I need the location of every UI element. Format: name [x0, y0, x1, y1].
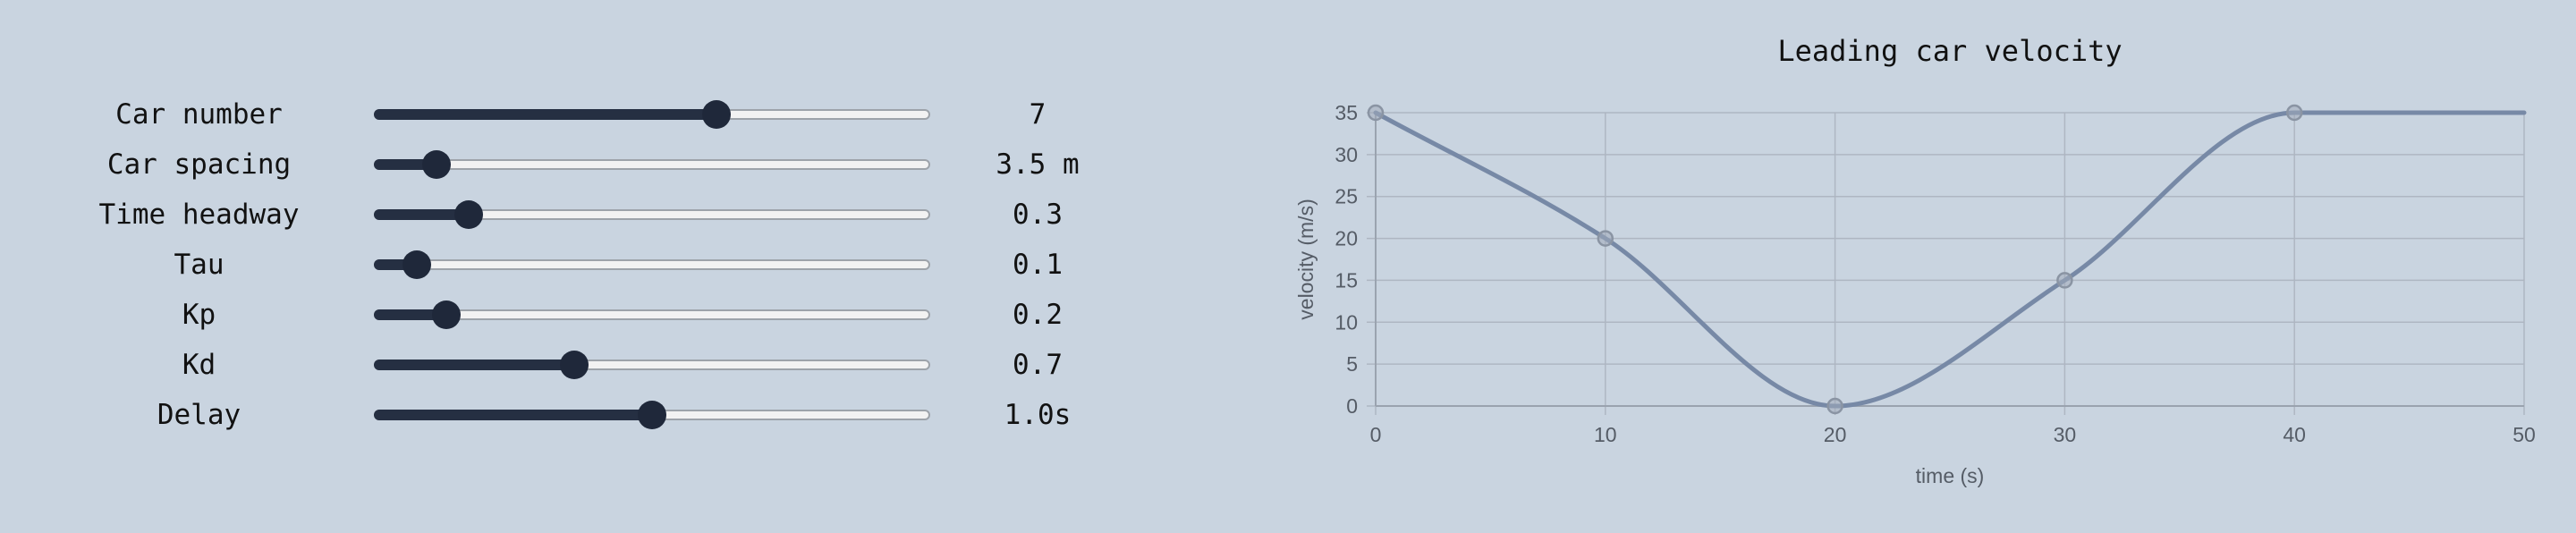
kd-fill — [374, 360, 574, 370]
chart-title: Leading car velocity — [1777, 34, 2123, 68]
slider-row-delay: Delay 1.0s — [0, 390, 1163, 440]
y-tick-label: 35 — [1335, 101, 1358, 124]
delay-label: Delay — [157, 399, 242, 431]
y-tick-label: 20 — [1335, 227, 1358, 250]
chart-grid — [1367, 112, 2525, 415]
data-point[interactable] — [2056, 272, 2073, 289]
kd-value: 0.7 — [1013, 349, 1063, 381]
car-spacing-track[interactable] — [374, 159, 930, 170]
kd-slider[interactable] — [374, 340, 930, 390]
time-headway-thumb[interactable] — [454, 200, 483, 229]
tau-track[interactable] — [374, 259, 930, 270]
delay-thumb[interactable] — [638, 401, 666, 429]
tau-slider[interactable] — [374, 240, 930, 290]
slider-row-kp: Kp 0.2 — [0, 290, 1163, 340]
data-point[interactable] — [1826, 397, 1843, 415]
kp-value: 0.2 — [1013, 299, 1063, 331]
car-number-label: Car number — [115, 98, 283, 131]
y-tick-label: 15 — [1335, 268, 1358, 292]
x-tick-label: 0 — [1370, 423, 1382, 446]
kp-fill — [374, 309, 446, 320]
slider-row-car-spacing: Car spacing 3.5 m — [0, 140, 1163, 190]
kp-slider[interactable] — [374, 290, 930, 340]
kp-thumb[interactable] — [432, 300, 461, 329]
tau-value: 0.1 — [1013, 249, 1063, 281]
kp-label: Kp — [182, 299, 216, 331]
car-number-fill — [374, 109, 716, 120]
slider-row-car-number: Car number 7 — [0, 89, 1163, 140]
time-headway-slider[interactable] — [374, 190, 930, 240]
delay-slider[interactable] — [374, 390, 930, 440]
x-tick-label: 20 — [1824, 423, 1847, 446]
car-spacing-slider[interactable] — [374, 140, 930, 190]
time-headway-fill — [374, 209, 469, 220]
y-tick-label: 5 — [1346, 352, 1358, 376]
data-point[interactable] — [1597, 230, 1614, 247]
tau-thumb[interactable] — [402, 250, 431, 279]
chart-series — [1373, 110, 2527, 409]
car-spacing-thumb[interactable] — [422, 150, 451, 179]
x-tick-label: 10 — [1594, 423, 1617, 446]
slider-row-tau: Tau 0.1 — [0, 240, 1163, 290]
tau-label: Tau — [174, 249, 225, 281]
kd-label: Kd — [182, 349, 216, 381]
chart-markers — [1367, 104, 2303, 415]
velocity-line — [1373, 110, 2527, 409]
x-tick-label: 30 — [2054, 423, 2077, 446]
y-tick-label: 10 — [1335, 310, 1358, 334]
car-spacing-label: Car spacing — [106, 148, 292, 181]
y-tick-label: 25 — [1335, 185, 1358, 208]
y-tick-label: 30 — [1335, 143, 1358, 166]
slider-row-time-headway: Time headway 0.3 — [0, 190, 1163, 240]
data-point[interactable] — [1367, 104, 1385, 122]
x-tick-label: 50 — [2512, 423, 2536, 446]
controls-panel: Car number 7 Car spacing 3.5 m Time head… — [0, 0, 1163, 533]
x-axis-title: time (s) — [1916, 464, 1985, 487]
x-tick-label: 40 — [2283, 423, 2306, 446]
car-number-thumb[interactable] — [702, 100, 731, 129]
y-axis-title: velocity (m/s) — [1294, 199, 1318, 319]
y-tick-label: 0 — [1346, 394, 1358, 418]
car-spacing-fill — [374, 159, 436, 170]
time-headway-label: Time headway — [98, 199, 300, 231]
chart-axes: 0 5 10 15 20 25 30 35 0 10 20 30 40 50 — [1335, 101, 2535, 446]
kd-thumb[interactable] — [560, 351, 589, 379]
delay-value: 1.0s — [1004, 399, 1072, 431]
car-number-slider[interactable] — [374, 89, 930, 140]
slider-row-kd: Kd 0.7 — [0, 340, 1163, 390]
car-spacing-value: 3.5 m — [996, 148, 1080, 181]
velocity-chart: 0 5 10 15 20 25 30 35 0 10 20 30 40 50 velocity (m/s)… — [1294, 101, 2536, 487]
car-number-value: 7 — [1029, 98, 1046, 131]
delay-fill — [374, 410, 652, 420]
data-point[interactable] — [2285, 104, 2303, 122]
time-headway-value: 0.3 — [1013, 199, 1063, 231]
